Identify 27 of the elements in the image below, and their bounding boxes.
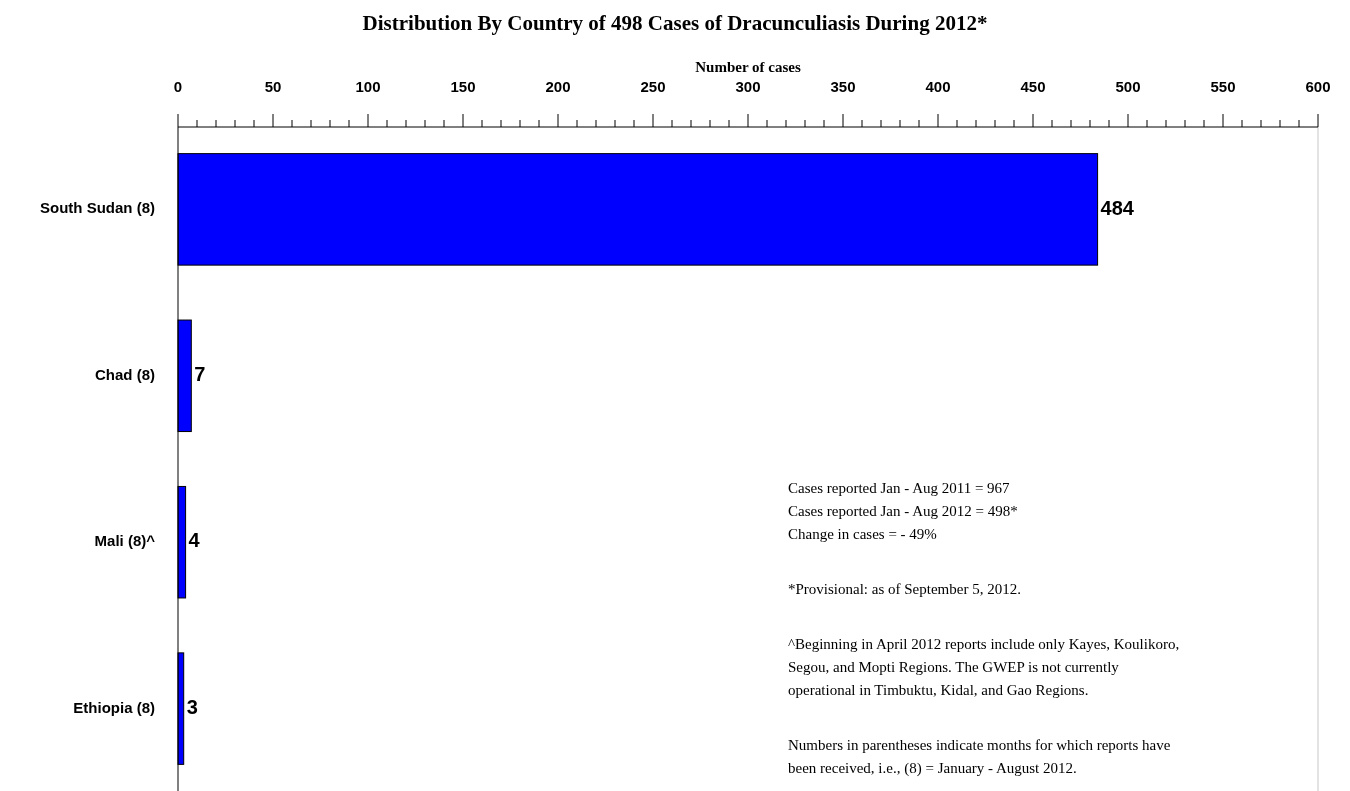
chart-title: Distribution By Country of 498 Cases of Dracunculiasis During 2012* [362,11,988,35]
y-tick-label: Chad (8) [95,365,155,383]
x-axis-title: Number of cases [695,59,801,75]
data-label: 7 [194,363,206,386]
annotation: *Provisional: as of September 5, 2012. [788,581,1021,598]
x-tick-label: 150 [450,78,476,95]
data-label: 4 [188,529,201,552]
data-label: 3 [186,695,198,718]
x-tick-label: 100 [355,78,381,95]
x-tick-label: 350 [830,78,856,95]
x-tick-label: 50 [264,78,282,95]
annotation: Numbers in parentheses indicate months for which reports have been received, i.e., (8) = January - August 2012. [788,737,1171,778]
y-tick-label: Mali (8)^ [94,532,156,550]
x-tick-label: 200 [545,78,571,95]
y-tick-label: Ethiopia (8) [73,698,155,716]
x-tick-label: 550 [1210,78,1236,95]
x-tick-label: 250 [640,78,666,95]
x-tick-label: 600 [1305,78,1331,95]
y-tick-label: South Sudan (8) [40,199,155,217]
x-tick-label: 0 [173,78,183,95]
x-tick-label: 450 [1020,78,1046,95]
annotation: ^Beginning in April 2012 reports include only Kayes, Koulikoro, Segou, and Mopti Regions. The GWEP is not currently operational in Timbuktu, Kidal, and Gao Regions. [788,636,1180,699]
annotation: Cases reported Jan - Aug 2011 = 967 Cases reported Jan - Aug 2012 = 498* Change in cases = - 49% [788,480,1018,543]
x-tick-label: 300 [735,78,761,95]
x-tick-label: 400 [925,78,951,95]
x-tick-label: 500 [1115,78,1141,95]
data-label: 484 [1100,196,1135,219]
